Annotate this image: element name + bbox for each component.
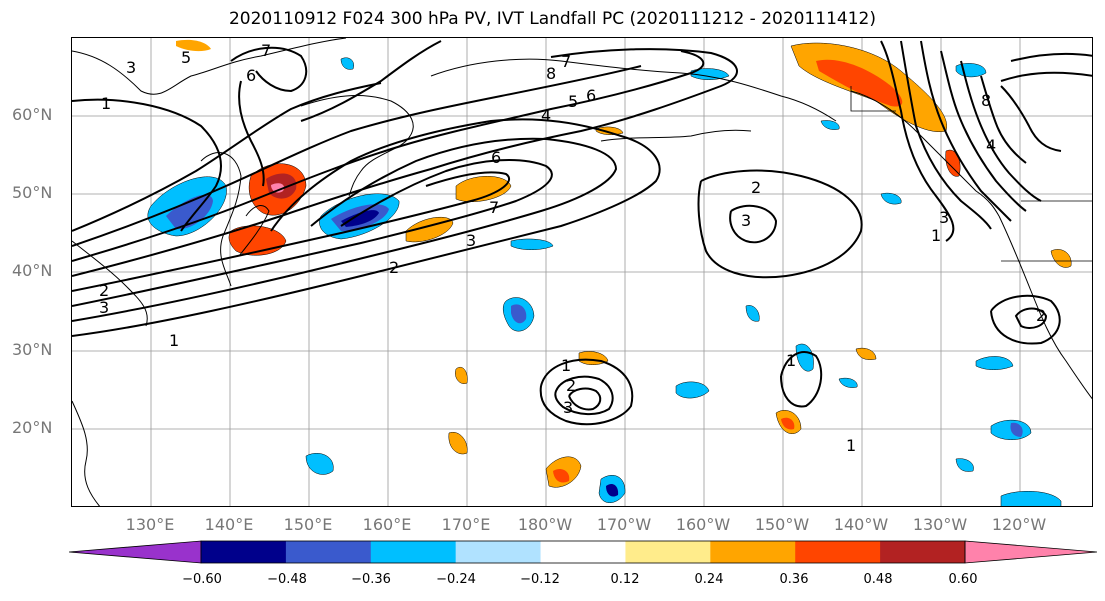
lon-label: 130°W: [912, 515, 968, 534]
contour-label: 1: [846, 436, 856, 455]
colorbar-tick: 0.12: [610, 572, 640, 587]
lon-label: 130°E: [125, 515, 175, 534]
colorbar-extend-max: [964, 540, 1097, 564]
contour-label: 3: [741, 211, 751, 230]
colorbar-tick: −0.60: [182, 572, 222, 587]
colorbar-segment: [710, 541, 796, 563]
lat-label-50n: 50°N: [12, 183, 53, 202]
colorbar-tick: 0.60: [948, 572, 978, 587]
contour-label: 2: [99, 281, 109, 300]
map-title: 2020110912 F024 300 hPa PV, IVT Landfall…: [228, 9, 876, 29]
lon-label: 120°W: [991, 515, 1047, 534]
contour-labels: 1 2 3 4 5 6 7 8 6 7 3 2 1 3 2 1 1 2 3 1 …: [99, 41, 1046, 455]
lon-label: 160°W: [675, 515, 731, 534]
lat-label-20n: 20°N: [12, 418, 53, 437]
colorbar-tick: 0.48: [863, 572, 893, 587]
colorbar-tick: −0.36: [351, 572, 391, 587]
lon-label: 160°E: [362, 515, 412, 534]
lon-label: 140°W: [833, 515, 889, 534]
contour-label: 4: [541, 106, 551, 125]
contour-label: 1: [931, 226, 941, 245]
map-panel: 1 2 3 4 5 6 7 8 6 7 3 2 1 3 2 1 1 2 3 1 …: [71, 37, 1093, 507]
coastlines: [72, 38, 1092, 506]
contour-label: 6: [246, 66, 256, 85]
shading: [147, 39, 1072, 506]
lon-label: 170°E: [441, 515, 491, 534]
contour-label: 8: [981, 91, 991, 110]
contour-label: 6: [491, 148, 501, 167]
lat-label-30n: 30°N: [12, 340, 53, 359]
map-svg: 1 2 3 4 5 6 7 8 6 7 3 2 1 3 2 1 1 2 3 1 …: [72, 38, 1092, 506]
colorbar-frame: [200, 540, 966, 564]
contour-label: 4: [986, 136, 996, 155]
colorbar: [69, 540, 1097, 564]
contour-label: 2: [751, 178, 761, 197]
lon-label: 150°E: [283, 515, 333, 534]
contour-label: 1: [101, 94, 111, 113]
contour-label: 1: [561, 356, 571, 375]
colorbar-segment: [795, 541, 881, 563]
contour-label: 7: [561, 52, 571, 71]
contour-label: 1: [169, 331, 179, 350]
contour-label: 1: [786, 351, 796, 370]
colorbar-segment: [455, 541, 542, 563]
lon-label: 140°E: [204, 515, 254, 534]
colorbar-tick: −0.24: [436, 572, 476, 587]
lat-label-60n: 60°N: [12, 105, 53, 124]
contour-label: 5: [181, 48, 191, 67]
contour-label: 6: [586, 86, 596, 105]
lon-label: 150°W: [754, 515, 810, 534]
contour-label: 3: [99, 298, 109, 317]
lon-label: 170°W: [596, 515, 652, 534]
contour-label: 3: [563, 398, 573, 417]
colorbar-extend-min: [69, 540, 202, 564]
contour-label: 5: [568, 92, 578, 111]
lat-label-40n: 40°N: [12, 261, 53, 280]
colorbar-segment: [201, 541, 287, 563]
colorbar-tick: 0.36: [779, 572, 809, 587]
colorbar-tick: −0.48: [267, 572, 307, 587]
colorbar-segment: [880, 541, 966, 563]
contour-label: 3: [126, 58, 136, 77]
colorbar-segment: [370, 541, 457, 563]
colorbar-segment: [540, 541, 626, 563]
pv-contours: [72, 40, 1092, 426]
contour-label: 2: [389, 258, 399, 277]
lon-label: 180°W: [517, 515, 573, 534]
colorbar-segment: [625, 541, 711, 563]
contour-label: 8: [546, 64, 556, 83]
colorbar-segment: [285, 541, 372, 563]
contour-label: 2: [1036, 306, 1046, 325]
contour-label: 3: [939, 208, 949, 227]
colorbar-tick: −0.12: [520, 572, 560, 587]
colorbar-segments: [69, 540, 1097, 564]
contour-label: 7: [261, 41, 271, 60]
colorbar-tick: 0.24: [694, 572, 724, 587]
contour-label: 2: [566, 376, 576, 395]
contour-label: 3: [466, 231, 476, 250]
contour-label: 7: [489, 198, 499, 217]
